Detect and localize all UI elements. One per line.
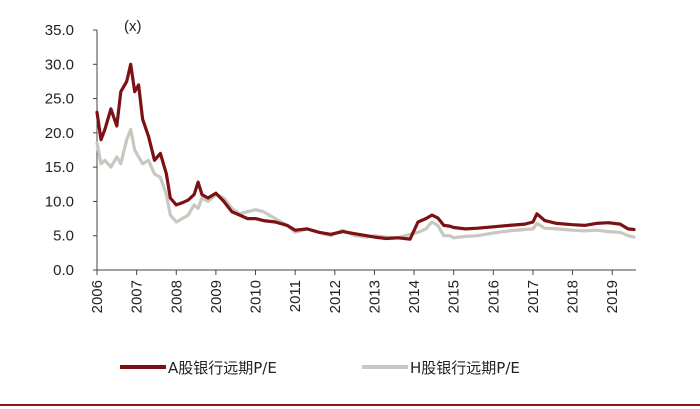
y-axis-unit-label: (x) — [124, 18, 142, 35]
x-tick-label: 2018 — [565, 280, 582, 313]
series-line-0 — [95, 62, 636, 241]
x-tick-label: 2017 — [525, 280, 542, 313]
y-tick-label: 5.0 — [53, 228, 74, 245]
legend-label-0: A股银行远期P/E — [168, 359, 277, 377]
x-axis-tick-labels: 2006 2007 2008 2009 2010 2011 2012 2013 2014 2015… — [89, 280, 621, 313]
bottom-divider — [0, 404, 700, 406]
x-tick-label: 2014 — [406, 280, 423, 313]
series-lines — [95, 62, 636, 241]
x-tick-label: 2015 — [446, 280, 463, 313]
x-tick-label: 2013 — [366, 280, 383, 313]
y-tick-label: 10.0 — [45, 193, 74, 210]
y-tick-label: 15.0 — [45, 159, 74, 176]
y-tick-label: 30.0 — [45, 56, 74, 73]
x-tick-label: 2012 — [327, 280, 344, 313]
x-tick-label: 2016 — [485, 280, 502, 313]
y-tick-label: 20.0 — [45, 125, 74, 142]
x-tick-label: 2008 — [168, 280, 185, 313]
x-tick-label: 2011 — [287, 280, 304, 312]
x-tick-label: 2010 — [248, 280, 265, 313]
y-tick-label: 35.0 — [45, 22, 74, 39]
x-tick-label: 2019 — [604, 280, 621, 313]
chart-legend: A股银行远期P/E H股银行远期P/E — [120, 359, 520, 377]
y-tick-label: 0.0 — [53, 262, 74, 279]
legend-label-1: H股银行远期P/E — [410, 359, 520, 377]
x-tick-label: 2009 — [208, 280, 225, 313]
x-tick-label: 2006 — [89, 280, 106, 313]
y-axis-tick-labels: 35.0 30.0 25.0 20.0 15.0 10.0 5.0 0.0 — [45, 22, 74, 279]
y-tick-label: 25.0 — [45, 91, 74, 108]
x-tick-label: 2007 — [129, 280, 146, 313]
